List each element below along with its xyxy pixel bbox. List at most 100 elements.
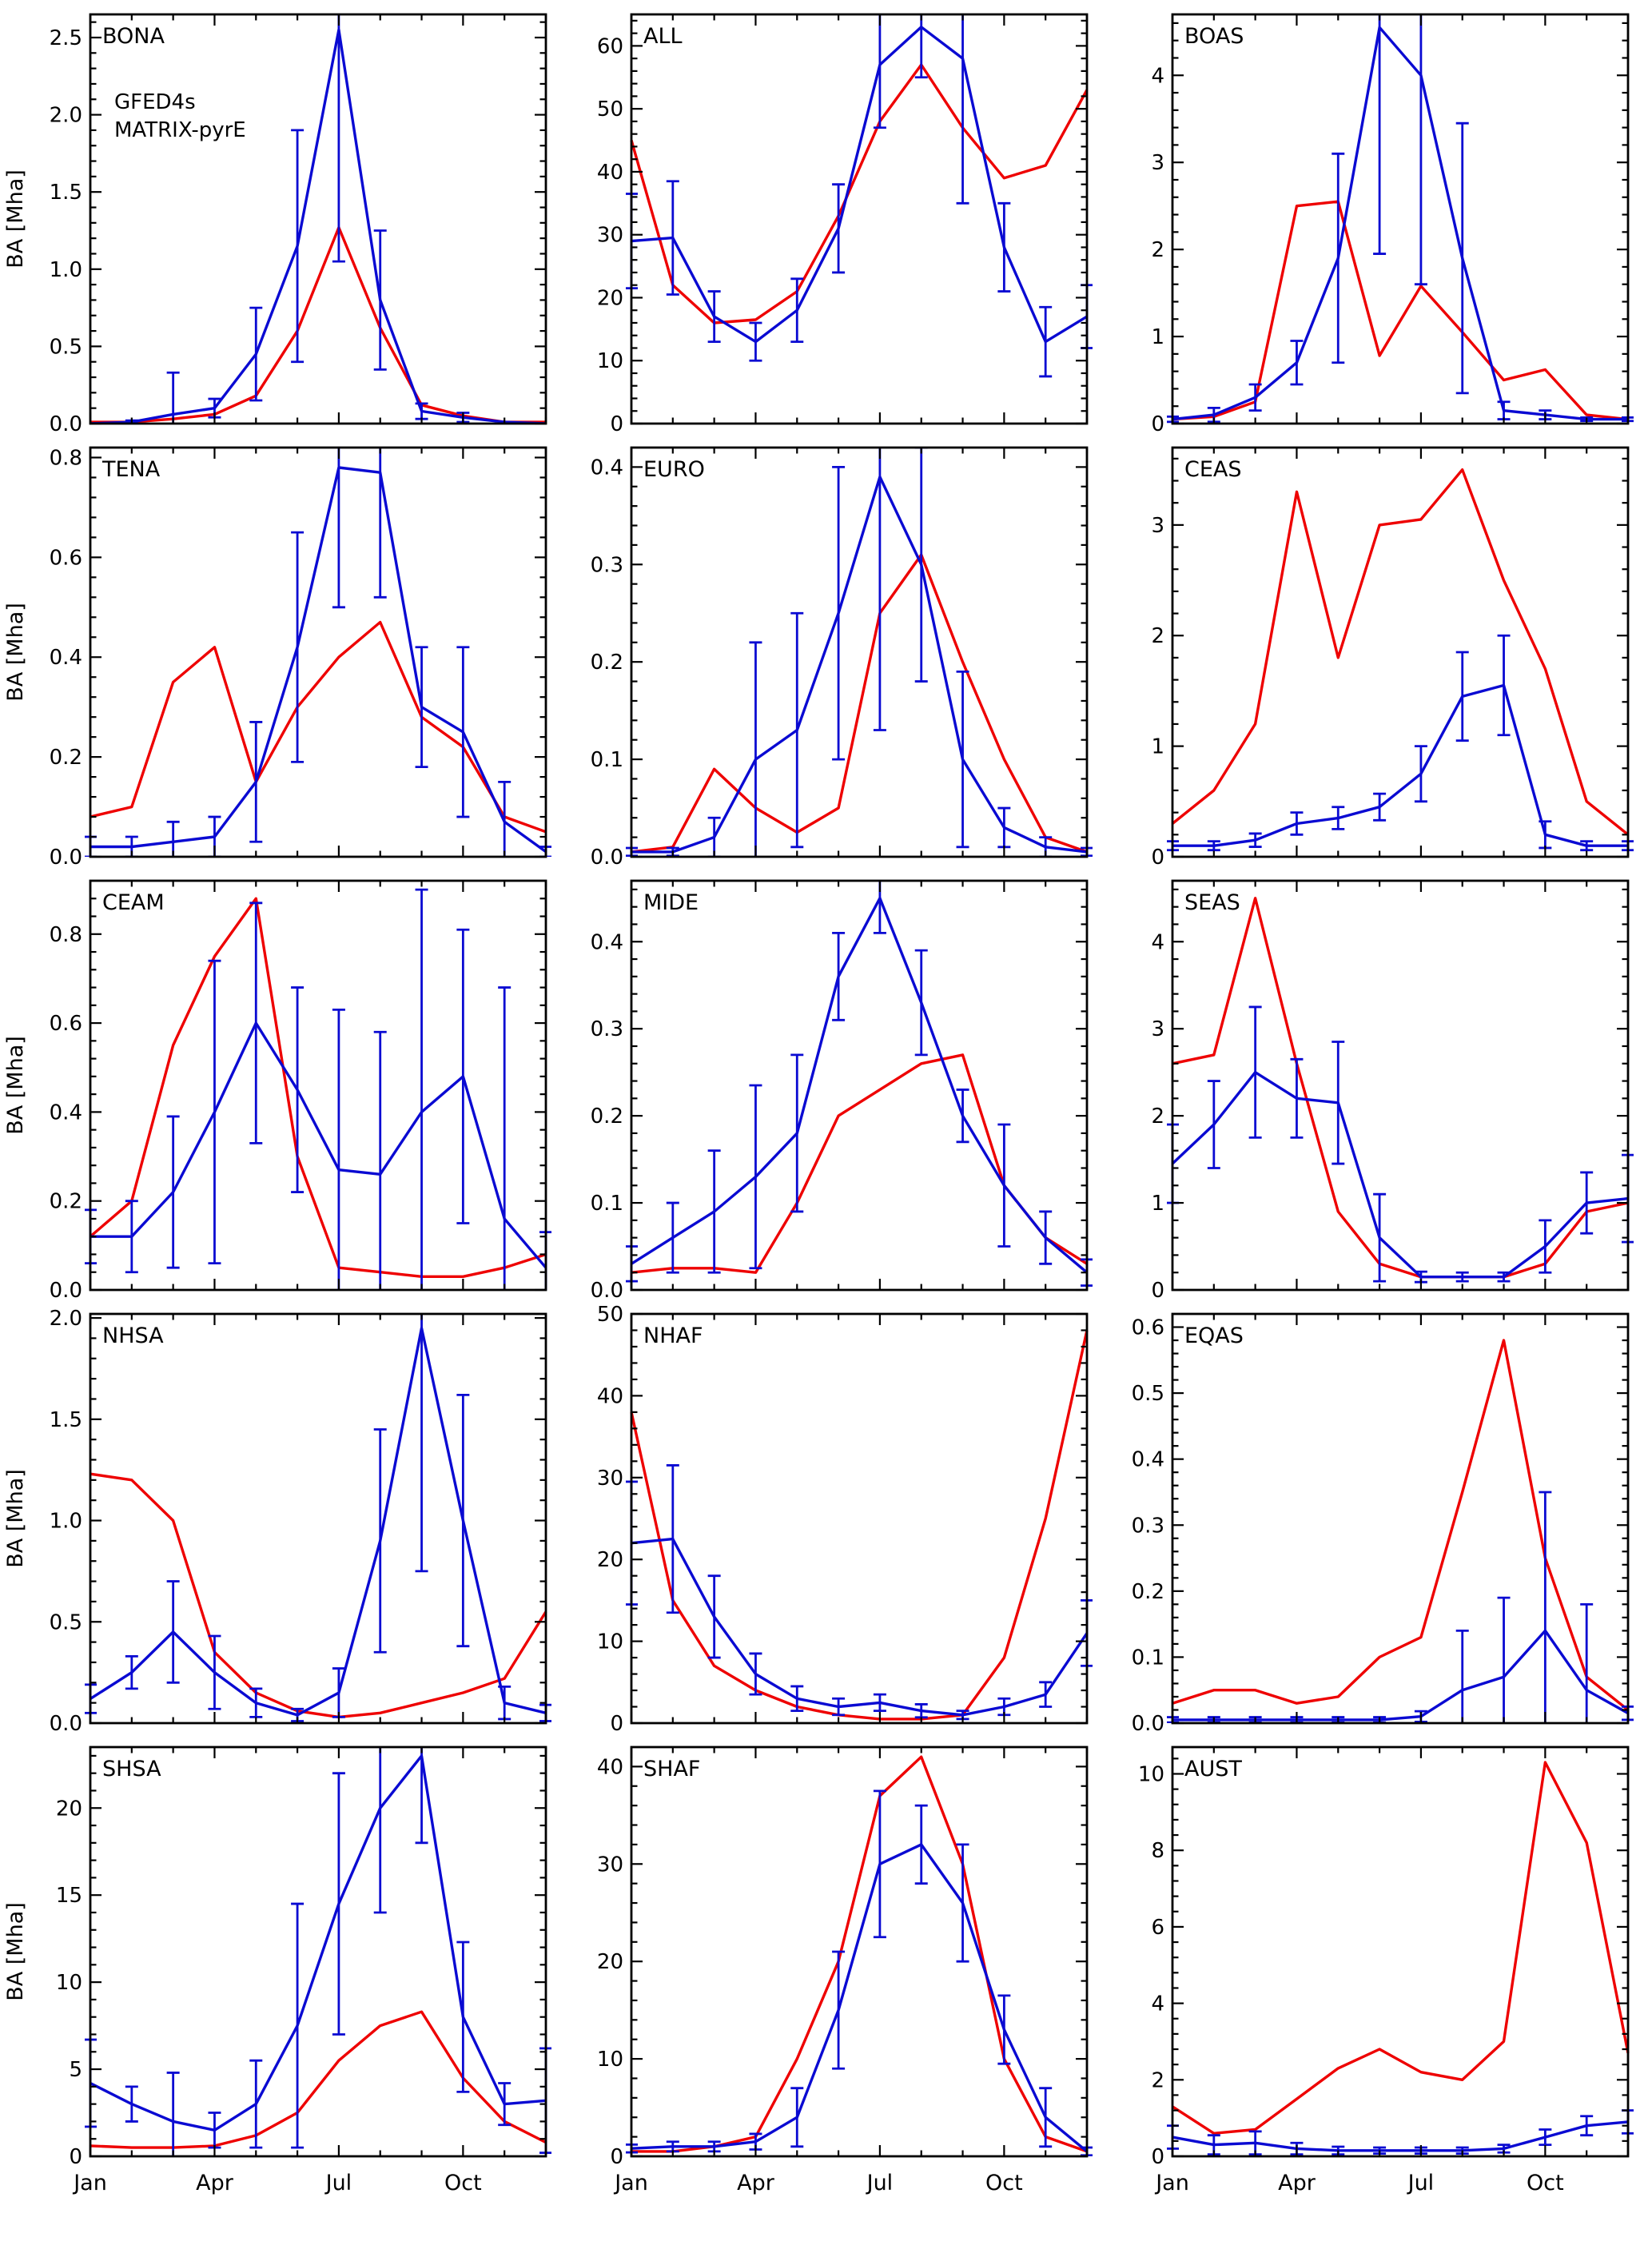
y-tick-label: 1 — [1151, 735, 1164, 759]
axis-ticks — [1171, 881, 1630, 1292]
panel-title: NHSA — [102, 1324, 164, 1348]
gfed4s-line — [1171, 468, 1630, 836]
y-tick-label: 5 — [69, 2058, 82, 2082]
axis-ticks — [630, 1312, 1089, 1725]
panel-ceas: 0 1 2 3 CEAS — [1151, 446, 1634, 870]
axis-ticks — [1171, 448, 1630, 858]
panel-title: BOAS — [1184, 24, 1244, 49]
gfed4s-line — [630, 1330, 1089, 1721]
y-tick-label: 50 — [597, 98, 623, 121]
matrix-pyre-line — [90, 28, 547, 424]
matrix-pyre-line — [1171, 1070, 1629, 1279]
panel-all: 0 10 20 30 40 50 60 ALL — [597, 13, 1093, 436]
y-tick-label: 0.1 — [591, 1192, 623, 1216]
series-layer — [626, 881, 1093, 1287]
y-tick-label: 0.8 — [50, 446, 82, 470]
axis-ticks — [630, 1747, 1089, 2158]
panel-title: CEAS — [1184, 457, 1242, 482]
y-tick-label: 1 — [1151, 325, 1164, 349]
matrix-pyre-line — [90, 1326, 547, 1717]
y-tick-label: 0 — [1151, 846, 1164, 870]
panel-title: SHSA — [102, 1757, 161, 1781]
matrix-pyre-error-bars — [1167, 634, 1634, 852]
matrix-pyre-error-bars — [85, 448, 551, 857]
matrix-pyre-line — [1172, 2120, 1629, 2152]
plot-frame — [1171, 1312, 1630, 1725]
x-tick-label: Apr — [737, 2171, 775, 2195]
y-tick-label: 20 — [597, 286, 623, 310]
y-tick-label: 0.1 — [1132, 1646, 1164, 1670]
y-tick-label: 3 — [1151, 1017, 1164, 1041]
axis-ticks — [1171, 1747, 1630, 2158]
y-tick-label: 30 — [597, 224, 623, 248]
x-tick-label: Oct — [985, 2171, 1023, 2195]
gfed4s-line — [89, 897, 547, 1279]
y-axis-label: BA [Mha] — [3, 603, 28, 702]
matrix-pyre-error-bars — [1167, 1491, 1634, 1723]
matrix-pyre-line — [631, 1843, 1089, 2153]
y-tick-label: 10 — [56, 1971, 82, 1995]
y-tick-label: 3 — [1151, 514, 1164, 538]
plot-frame — [89, 879, 547, 1292]
plot-frame — [630, 13, 1089, 425]
gfed4s-line — [630, 63, 1089, 324]
panel-title: SEAS — [1184, 890, 1240, 915]
plot-frame — [1171, 1745, 1630, 2158]
y-tick-label: 0.1 — [591, 748, 623, 772]
series-layer — [1167, 1339, 1634, 1723]
plot-frame — [89, 446, 547, 858]
matrix-pyre-line — [90, 1754, 547, 2132]
y-tick-label: 0.0 — [591, 1279, 623, 1303]
series-layer — [626, 448, 1093, 857]
y-tick-label: 0.4 — [50, 1101, 82, 1124]
y-tick-label: 0.3 — [591, 553, 623, 577]
plot-frame — [89, 1312, 547, 1725]
plot-frame — [1171, 13, 1630, 425]
y-tick-label: 0.2 — [591, 1105, 623, 1128]
panel-boas: 0 1 2 3 4 BOAS — [1151, 13, 1634, 436]
series-layer — [626, 1330, 1093, 1721]
y-tick-label: 20 — [597, 1548, 623, 1572]
series-layer — [1167, 1761, 1634, 2156]
y-tick-label: 0.0 — [50, 1279, 82, 1303]
y-tick-label: 15 — [56, 1884, 82, 1908]
panel-title: EQAS — [1184, 1324, 1244, 1348]
matrix-pyre-error-bars — [1167, 14, 1634, 424]
series-layer — [1167, 468, 1634, 852]
y-tick-label: 0.0 — [1132, 1712, 1164, 1736]
y-tick-label: 2.0 — [50, 1307, 82, 1331]
x-tick-label: Jul — [1407, 2171, 1435, 2195]
y-tick-label: 0.4 — [591, 456, 623, 480]
legend-gfed4s: GFED4s — [114, 90, 196, 114]
y-tick-label: 0.6 — [50, 546, 82, 570]
y-tick-label: 20 — [597, 1950, 623, 1974]
y-tick-label: 0.5 — [50, 335, 82, 359]
y-tick-label: 40 — [597, 1755, 623, 1779]
plot-frame — [1171, 879, 1630, 1292]
y-tick-label: 0 — [1151, 1279, 1164, 1303]
panel-euro: 0.0 0.1 0.2 0.3 0.4 EURO — [591, 446, 1093, 870]
x-tick-label: Jul — [866, 2171, 894, 2195]
axis-ticks — [630, 881, 1089, 1292]
panel-title: SHAF — [643, 1757, 700, 1781]
y-tick-label: 2 — [1151, 1105, 1164, 1128]
series-layer — [85, 888, 551, 1290]
y-tick-label: 4 — [1151, 930, 1164, 954]
y-tick-label: 1.0 — [50, 1510, 82, 1534]
gfed4s-line — [1172, 200, 1629, 421]
plot-frame — [630, 446, 1089, 858]
y-tick-label: 2.0 — [50, 104, 82, 128]
plot-frame — [630, 1312, 1089, 1725]
y-tick-label: 0.4 — [591, 930, 623, 954]
y-tick-label: 0.0 — [591, 846, 623, 870]
panel-shaf: 0 10 20 30 40 Jan Apr Jul Oct SHAF — [597, 1745, 1093, 2195]
y-tick-label: 0.2 — [1132, 1580, 1164, 1604]
y-tick-label: 0 — [1151, 412, 1164, 436]
y-axis-label: BA [Mha] — [3, 1036, 28, 1135]
matrix-pyre-line — [1172, 683, 1628, 847]
y-tick-label: 1 — [1151, 1192, 1164, 1216]
gfed4s-line — [90, 225, 546, 424]
axis-ticks — [89, 14, 547, 425]
matrix-pyre-line — [631, 1537, 1089, 1717]
